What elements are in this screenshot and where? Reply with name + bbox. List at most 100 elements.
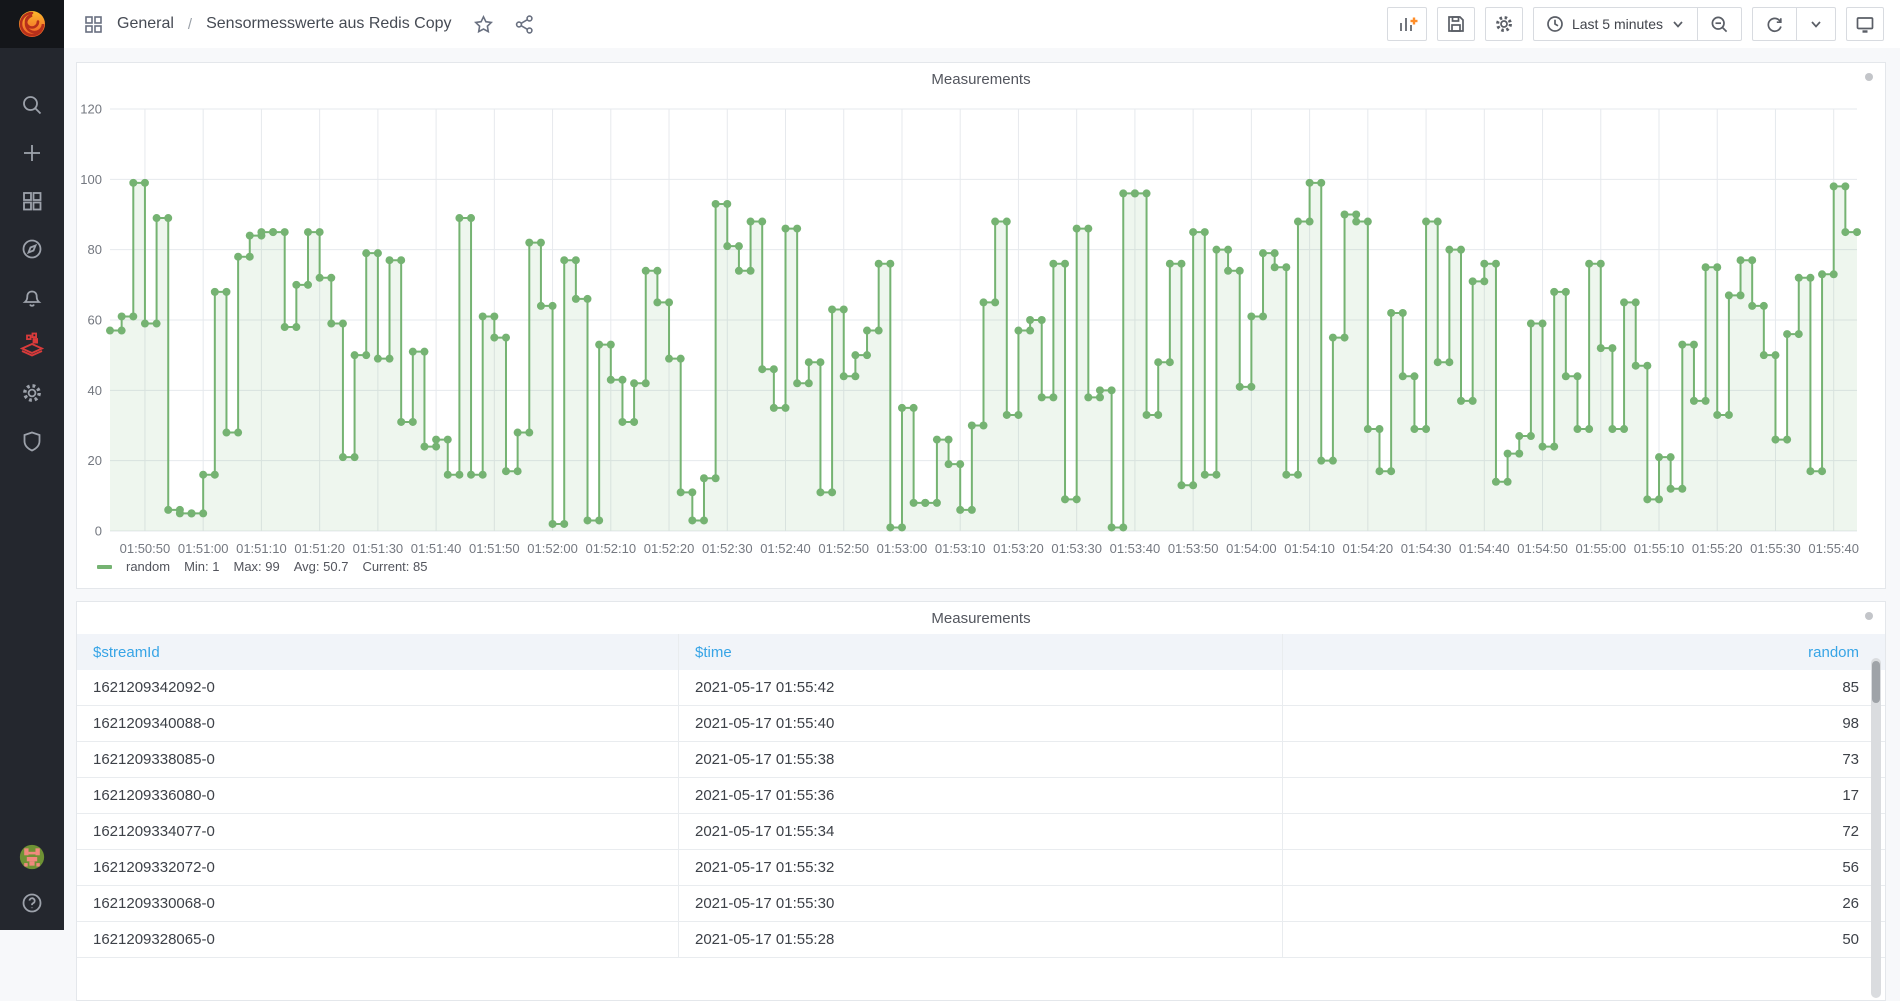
table-row: 1621209332072-0 2021-05-17 01:55:32 56 (77, 850, 1885, 886)
grafana-logo-icon (19, 11, 45, 37)
svg-text:0: 0 (95, 524, 102, 539)
refresh-button[interactable] (1753, 8, 1796, 40)
table-header-row: $streamId $time random (77, 634, 1885, 670)
save-dashboard-button[interactable] (1436, 7, 1475, 41)
redis-plugin-icon[interactable] (19, 332, 45, 358)
cell-random: 98 (1282, 706, 1885, 741)
dashboard-grid-icon[interactable] (84, 15, 103, 34)
svg-text:01:52:40: 01:52:40 (760, 541, 811, 556)
cell-random: 72 (1282, 814, 1885, 849)
legend-stat-max: Max: 99 (233, 559, 280, 574)
chevron-down-icon (1673, 21, 1683, 28)
kiosk-mode-button[interactable] (1846, 7, 1884, 41)
svg-text:01:51:40: 01:51:40 (411, 541, 462, 556)
svg-text:01:53:40: 01:53:40 (1110, 541, 1161, 556)
cell-streamid: 1621209336080-0 (93, 787, 215, 804)
cell-streamid: 1621209340088-0 (93, 715, 215, 732)
svg-text:01:51:00: 01:51:00 (178, 541, 229, 556)
create-plus-icon[interactable] (19, 140, 45, 166)
alerting-bell-icon[interactable] (19, 284, 45, 310)
cell-streamid: 1621209338085-0 (93, 751, 215, 768)
explore-compass-icon[interactable] (19, 236, 45, 262)
cell-random: 73 (1282, 742, 1885, 777)
cell-time: 2021-05-17 01:55:34 (678, 814, 1282, 849)
graph-legend: random Min: 1 Max: 99 Avg: 50.7 Current:… (77, 559, 1885, 574)
refresh-group (1752, 7, 1836, 41)
cell-streamid: 1621209328065-0 (93, 931, 215, 948)
star-icon[interactable] (473, 14, 493, 34)
grafana-logo[interactable] (0, 0, 64, 48)
legend-stat-min: Min: 1 (184, 559, 220, 574)
cell-time: 2021-05-17 01:55:36 (678, 778, 1282, 813)
zoom-out-icon (1711, 16, 1728, 32)
svg-text:01:55:20: 01:55:20 (1692, 541, 1743, 556)
svg-text:01:53:50: 01:53:50 (1168, 541, 1219, 556)
svg-text:01:51:10: 01:51:10 (236, 541, 287, 556)
svg-text:01:55:30: 01:55:30 (1750, 541, 1801, 556)
svg-text:120: 120 (80, 102, 102, 117)
table-scrollbar-track[interactable] (1871, 658, 1881, 998)
cell-random: 50 (1282, 922, 1885, 957)
add-panel-button[interactable] (1386, 7, 1427, 41)
legend-stat-avg: Avg: 50.7 (293, 559, 349, 574)
table-row: 1621209328065-0 2021-05-17 01:55:28 50 (77, 922, 1885, 958)
table-row: 1621209330068-0 2021-05-17 01:55:30 26 (77, 886, 1885, 922)
dashboard-settings-button[interactable] (1484, 7, 1523, 41)
graph-panel-title[interactable]: Measurements (931, 71, 1031, 88)
measurements-step-chart[interactable]: 0 20 40 60 80 100 120 01:50:50 01:51:00 01:51:10 0… (77, 93, 1885, 561)
user-avatar[interactable] (19, 844, 45, 870)
zoom-out-button[interactable] (1697, 8, 1741, 40)
svg-text:01:54:00: 01:54:00 (1226, 541, 1277, 556)
cell-streamid: 1621209332072-0 (93, 859, 215, 876)
time-range-picker[interactable]: Last 5 minutes (1534, 8, 1697, 40)
svg-text:20: 20 (88, 453, 102, 468)
svg-text:01:53:30: 01:53:30 (1051, 541, 1102, 556)
table-panel-title[interactable]: Measurements (931, 610, 1031, 627)
cell-time: 2021-05-17 01:55:38 (678, 742, 1282, 777)
column-header-streamid[interactable]: $streamId (93, 643, 160, 661)
sidebar (0, 0, 64, 930)
svg-text:01:53:20: 01:53:20 (993, 541, 1044, 556)
table-row: 1621209342092-0 2021-05-17 01:55:42 85 (77, 670, 1885, 706)
refresh-icon (1767, 17, 1782, 32)
dashboard-header: General / Sensormesswerte aus Redis Copy… (64, 0, 1900, 48)
svg-text:01:55:00: 01:55:00 (1575, 541, 1626, 556)
cell-random: 17 (1282, 778, 1885, 813)
column-header-time[interactable]: $time (678, 634, 1282, 670)
breadcrumb: General / Sensormesswerte aus Redis Copy (84, 14, 534, 34)
svg-text:01:54:20: 01:54:20 (1343, 541, 1394, 556)
cell-time: 2021-05-17 01:55:42 (678, 670, 1282, 705)
cell-time: 2021-05-17 01:55:32 (678, 850, 1282, 885)
dashboard-title: Sensormesswerte aus Redis Copy (206, 15, 452, 32)
table-body: 1621209342092-0 2021-05-17 01:55:42 85 1621… (77, 670, 1885, 958)
svg-text:100: 100 (80, 172, 102, 187)
breadcrumb-folder[interactable]: General (117, 15, 174, 32)
table-row: 1621209336080-0 2021-05-17 01:55:36 17 (77, 778, 1885, 814)
help-icon[interactable] (19, 890, 45, 916)
table-scrollbar-thumb[interactable] (1872, 661, 1880, 703)
svg-text:01:50:50: 01:50:50 (120, 541, 171, 556)
refresh-interval-dropdown[interactable] (1796, 8, 1835, 40)
measurements-graph-panel: Measurements 0 20 40 60 80 100 120 01:50:50 01:5… (76, 62, 1886, 589)
cell-time: 2021-05-17 01:55:28 (678, 922, 1282, 957)
configuration-gear-icon[interactable] (19, 380, 45, 406)
cell-streamid: 1621209342092-0 (93, 679, 215, 696)
svg-text:01:52:10: 01:52:10 (586, 541, 637, 556)
svg-text:01:51:30: 01:51:30 (353, 541, 404, 556)
column-header-random[interactable]: random (1282, 634, 1885, 670)
legend-series-name[interactable]: random (126, 559, 171, 574)
share-icon[interactable] (515, 14, 534, 34)
search-icon[interactable] (19, 92, 45, 118)
measurements-table-panel: Measurements $streamId $time random 1621… (76, 601, 1886, 1001)
svg-text:40: 40 (88, 383, 102, 398)
svg-text:01:52:30: 01:52:30 (702, 541, 753, 556)
svg-text:01:52:00: 01:52:00 (527, 541, 578, 556)
table-row: 1621209340088-0 2021-05-17 01:55:40 98 (77, 706, 1885, 742)
tv-monitor-icon (1856, 17, 1874, 33)
dashboards-icon[interactable] (19, 188, 45, 214)
svg-text:01:51:20: 01:51:20 (294, 541, 345, 556)
svg-text:80: 80 (88, 242, 102, 257)
panel-corner-indicator (1865, 73, 1873, 81)
server-admin-shield-icon[interactable] (19, 428, 45, 454)
svg-text:01:52:20: 01:52:20 (644, 541, 695, 556)
